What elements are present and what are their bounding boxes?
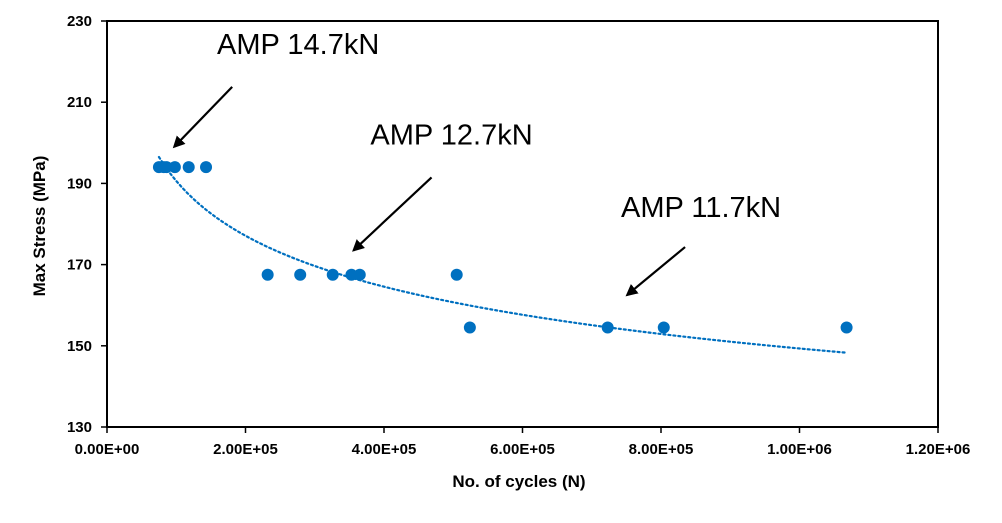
- data-point: [326, 268, 339, 281]
- annotation-label: AMP 14.7kN: [217, 29, 379, 61]
- data-point: [840, 321, 853, 334]
- x-tick-label: 6.00E+05: [490, 441, 555, 458]
- y-tick-label: 210: [67, 94, 92, 111]
- axes-group: 0.00E+00 2.00E+05 4.00E+05 6.00E+05 8.00E+05…: [67, 13, 970, 458]
- data-point: [182, 161, 195, 174]
- x-tick-label: 2.00E+05: [213, 441, 278, 458]
- data-point: [200, 161, 213, 174]
- annotations-group: AMP 14.7kN AMP 12.7kN AMP 11.7kN: [172, 29, 781, 297]
- annotation-arrow: [352, 176, 433, 252]
- points-group: [152, 161, 853, 334]
- trendline-group: [157, 155, 848, 354]
- annotation-label: AMP 11.7kN: [621, 192, 781, 224]
- y-axis-title: Max Stress (MPa): [30, 156, 49, 297]
- x-tick-label: 1.20E+06: [906, 441, 971, 458]
- annotation-arrow: [625, 246, 686, 297]
- data-point: [168, 161, 181, 174]
- data-point: [160, 161, 173, 174]
- data-point: [294, 268, 307, 281]
- annotation-arrow: [172, 86, 233, 149]
- data-point: [657, 321, 670, 334]
- data-point: [601, 321, 614, 334]
- y-tick-label: 190: [67, 175, 92, 192]
- plot-frame: [106, 20, 939, 428]
- x-tick-label: 4.00E+05: [352, 441, 417, 458]
- x-tick-label: 1.00E+06: [767, 441, 832, 458]
- y-tick-label: 150: [67, 338, 92, 355]
- y-tick-label: 230: [67, 13, 92, 30]
- x-tick-label: 8.00E+05: [629, 441, 694, 458]
- data-point: [345, 268, 358, 281]
- data-point: [353, 268, 366, 281]
- y-tick-label: 170: [67, 257, 92, 274]
- data-point: [450, 268, 463, 281]
- data-point: [463, 321, 476, 334]
- power-trendline: [157, 155, 848, 354]
- y-tick-label: 130: [67, 419, 92, 436]
- data-point: [261, 268, 274, 281]
- annotation-label: AMP 12.7kN: [370, 119, 532, 151]
- x-axis-title: No. of cycles (N): [452, 472, 585, 491]
- x-tick-label: 0.00E+00: [75, 441, 140, 458]
